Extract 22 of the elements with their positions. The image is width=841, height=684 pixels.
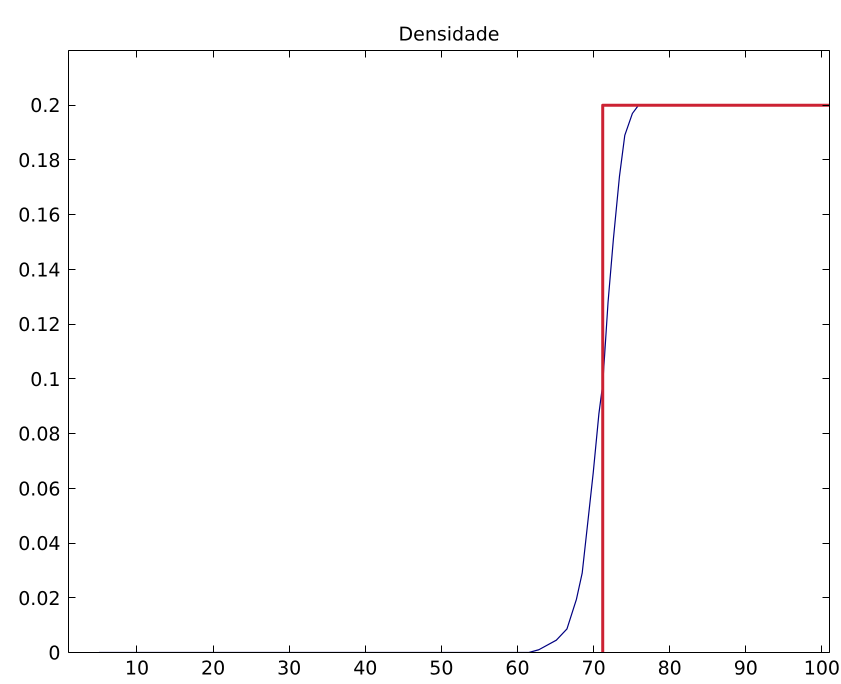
y-tick-label: 0.12 [18, 314, 61, 336]
x-tick-label: 50 [429, 658, 454, 680]
y-tick-label: 0.16 [18, 204, 61, 227]
y-tick-label: 0.06 [18, 478, 61, 500]
x-tick-label: 90 [734, 658, 758, 680]
y-tick-label: 0.18 [18, 150, 61, 172]
x-tick-label: 100 [804, 658, 840, 680]
y-tick-label: 0.14 [18, 259, 61, 282]
x-tick-label: 70 [582, 658, 606, 680]
y-tick-label: 0.02 [18, 588, 61, 610]
y-tick-label: 0.08 [18, 424, 61, 446]
y-tick-label: 0.1 [30, 368, 60, 391]
x-tick-label: 40 [353, 658, 378, 680]
chart-title: Densidade [398, 24, 500, 46]
x-tick-label: 80 [658, 658, 682, 680]
y-tick-label: 0 [48, 642, 61, 664]
y-tick-label: 0.2 [30, 95, 60, 118]
x-tick-label: 60 [505, 658, 530, 680]
x-tick-label: 10 [124, 658, 150, 680]
y-tick-label: 0.04 [18, 533, 61, 556]
x-tick-label: 30 [277, 658, 302, 680]
x-tick-label: 20 [201, 658, 226, 680]
